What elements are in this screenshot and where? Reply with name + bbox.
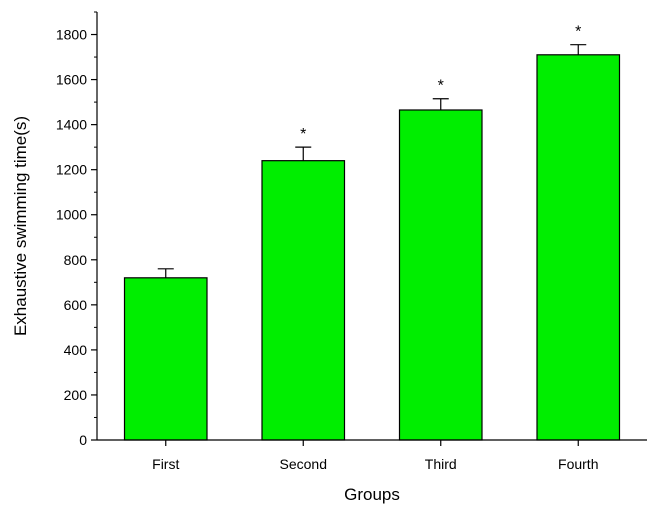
y-tick-label: 0: [79, 432, 87, 448]
bar-third: [398, 109, 483, 441]
x-axis-label: Groups: [344, 485, 400, 504]
error-bars-layer: * * *: [157, 24, 587, 278]
y-tick-label: 1200: [56, 162, 87, 178]
bars-layer: [123, 54, 621, 441]
y-tick-label: 400: [64, 342, 88, 358]
significance-marker: *: [438, 78, 444, 95]
bar-second: [261, 160, 346, 441]
y-tick-label: 200: [64, 387, 88, 403]
significance-marker: *: [300, 126, 306, 143]
y-tick-label: 1800: [56, 27, 87, 43]
y-tick-label: 1600: [56, 72, 87, 88]
y-tick-label: 1000: [56, 207, 87, 223]
x-ticks: First Second Third Fourth: [152, 440, 598, 472]
bar-first: [123, 277, 208, 441]
x-tick-label: Third: [425, 456, 457, 472]
y-tick-label: 1400: [56, 117, 87, 133]
y-tick-label: 600: [64, 297, 88, 313]
y-ticks: 0 200 400 600 800 1000 1200 1400 1600 1800: [56, 11, 97, 448]
x-tick-label: Second: [280, 456, 327, 472]
x-tick-label: Fourth: [558, 456, 598, 472]
y-tick-label: 800: [64, 252, 88, 268]
significance-marker: *: [575, 24, 581, 41]
bar-fourth: [536, 54, 621, 441]
x-tick-label: First: [152, 456, 179, 472]
axes-layer: [96, 12, 647, 441]
y-axis-label: Exhaustive swimming time(s): [11, 116, 30, 336]
